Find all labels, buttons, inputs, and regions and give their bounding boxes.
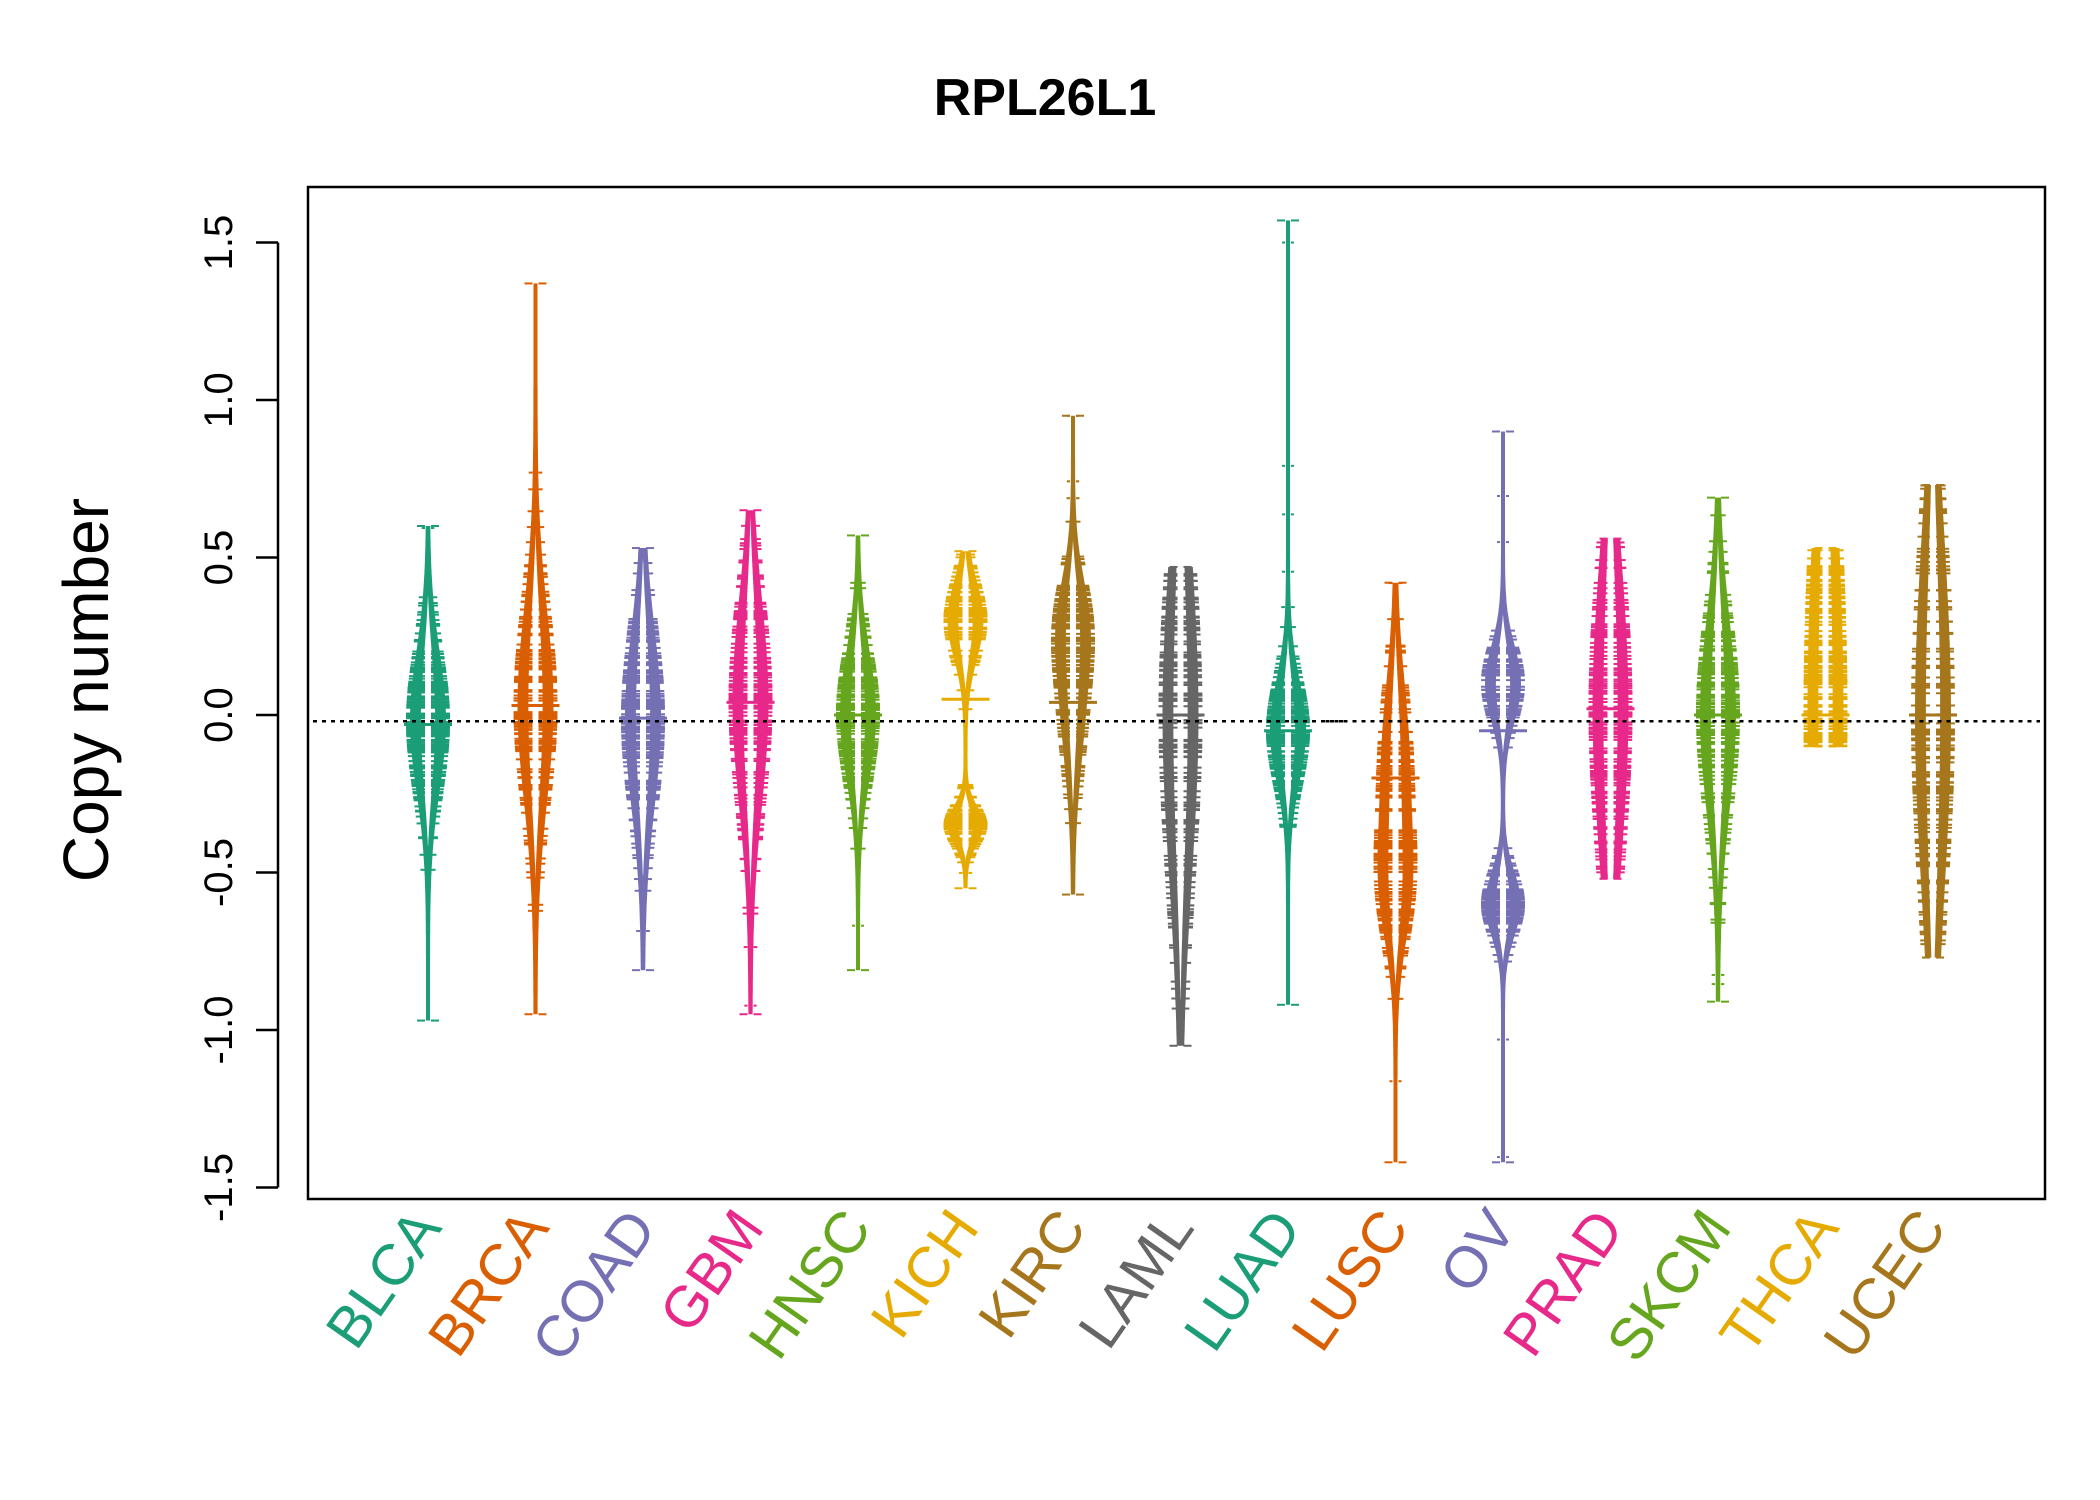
- bean-hnsc: [834, 534, 882, 972]
- plot-frame: [306, 185, 2047, 1201]
- bean-blca: [404, 525, 452, 1022]
- y-tick-label: 1.5: [197, 215, 241, 271]
- y-tick-label: 0.0: [197, 687, 241, 743]
- chart-title: RPL26L1: [934, 69, 1157, 127]
- bean-luad: [1264, 219, 1312, 1006]
- bean-ucec: [1909, 484, 1957, 959]
- bean-prad: [1586, 537, 1635, 880]
- bean-core: [1388, 582, 1403, 1163]
- bean-skcm: [1694, 496, 1742, 1003]
- bean-core: [1065, 415, 1081, 895]
- y-tick-label: -0.5: [197, 838, 241, 907]
- bean-core: [1818, 548, 1833, 747]
- beans: [404, 219, 1957, 1164]
- bean-coad: [619, 547, 667, 972]
- bean-thca: [1801, 547, 1850, 748]
- y-tick-label: 1.0: [197, 372, 241, 428]
- x-tick-label-ov: OV: [1427, 1198, 1528, 1304]
- bean-kirc: [1049, 414, 1097, 896]
- bean-core: [420, 526, 436, 1021]
- x-tick-label-luad: LUAD: [1172, 1198, 1314, 1362]
- y-tick-label: -1.5: [197, 1153, 241, 1222]
- x-tick-label-lusc: LUSC: [1279, 1198, 1421, 1362]
- y-axis-label: Copy number: [50, 498, 122, 882]
- bean-shape: [1270, 220, 1306, 1005]
- bean-core: [528, 283, 543, 1015]
- bean-ov: [1479, 430, 1527, 1164]
- bean-lusc: [1371, 581, 1420, 1164]
- bean-core: [1710, 497, 1726, 1002]
- bean-shape: [1485, 431, 1521, 1163]
- bean-core: [850, 535, 866, 971]
- x-tick-label-kich: KICH: [858, 1198, 991, 1349]
- y-tick-label: 0.5: [197, 530, 241, 586]
- bean-laml: [1156, 565, 1205, 1047]
- bean-core: [1173, 566, 1188, 1046]
- bean-gbm: [726, 509, 775, 1016]
- y-axis: -1.5 -1.0 -0.5 0.0 0.5 1.0 1.5: [197, 215, 280, 1222]
- y-tick-label: -1.0: [197, 996, 241, 1065]
- bean-kich: [941, 550, 990, 890]
- bean-brca: [511, 282, 560, 1016]
